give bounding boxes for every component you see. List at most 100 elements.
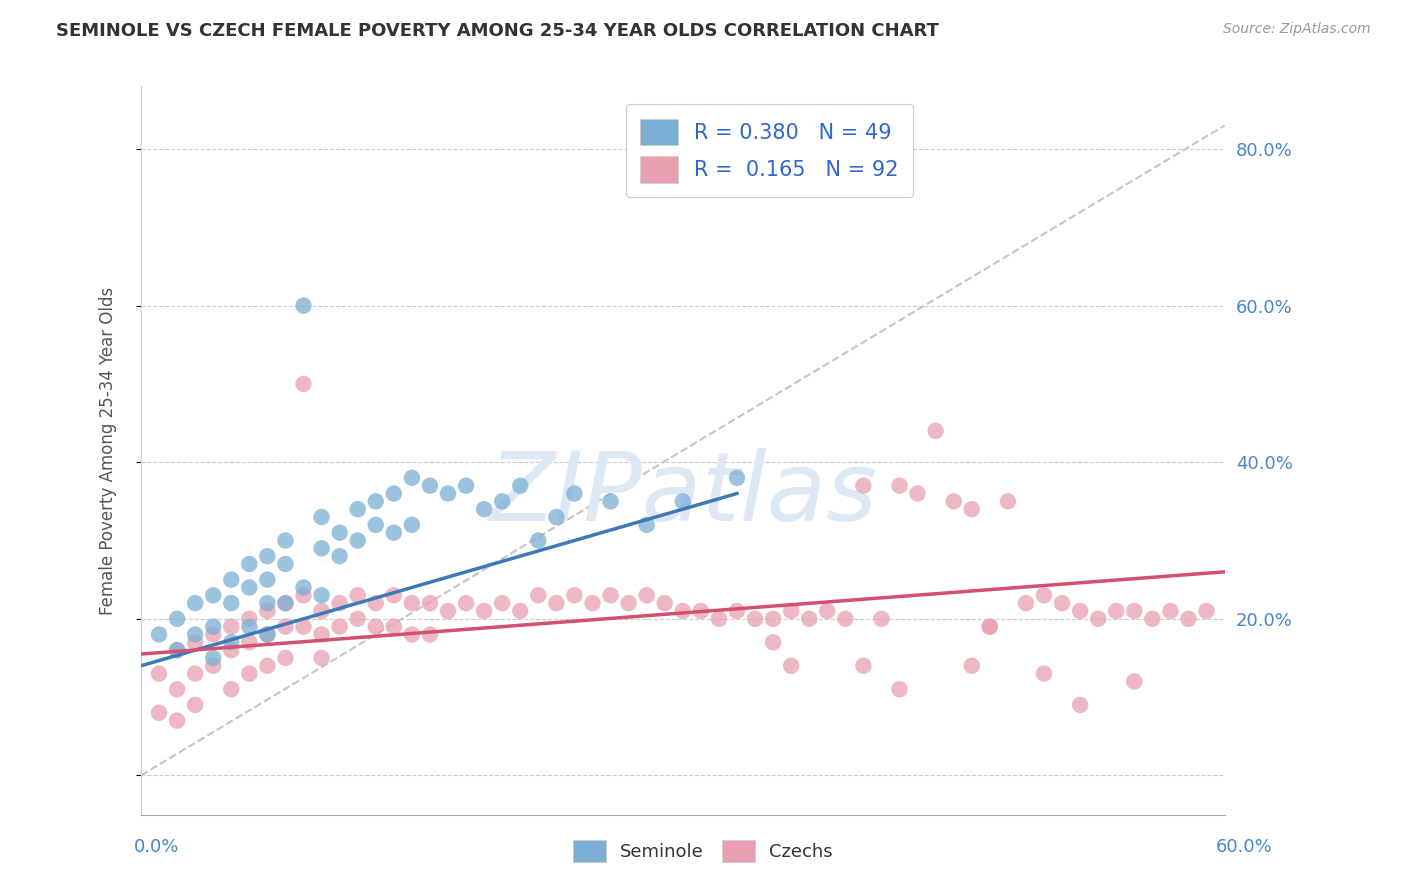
Point: [1123, 674, 1146, 689]
Point: [419, 479, 441, 493]
Point: [382, 620, 405, 634]
Text: 60.0%: 60.0%: [1216, 838, 1272, 856]
Point: [219, 682, 242, 697]
Point: [1159, 604, 1181, 618]
Point: [238, 635, 260, 649]
Point: [256, 573, 278, 587]
Point: [654, 596, 676, 610]
Point: [311, 651, 333, 665]
Point: [419, 627, 441, 641]
Point: [202, 651, 225, 665]
Point: [960, 502, 983, 516]
Point: [889, 682, 911, 697]
Point: [924, 424, 946, 438]
Point: [852, 658, 875, 673]
Point: [311, 541, 333, 556]
Point: [292, 588, 315, 602]
Point: [1069, 604, 1091, 618]
Point: [401, 596, 423, 610]
Point: [401, 517, 423, 532]
Point: [527, 588, 550, 602]
Point: [202, 658, 225, 673]
Point: [546, 596, 568, 610]
Point: [329, 525, 352, 540]
Point: [364, 517, 387, 532]
Point: [437, 486, 460, 500]
Point: [472, 604, 495, 618]
Point: [202, 588, 225, 602]
Point: [509, 604, 531, 618]
Point: [382, 486, 405, 500]
Point: [725, 471, 748, 485]
Point: [219, 620, 242, 634]
Text: 0.0%: 0.0%: [134, 838, 179, 856]
Point: [364, 596, 387, 610]
Point: [238, 612, 260, 626]
Point: [238, 557, 260, 571]
Point: [401, 471, 423, 485]
Point: [274, 596, 297, 610]
Point: [274, 620, 297, 634]
Point: [979, 620, 1001, 634]
Point: [599, 588, 621, 602]
Point: [997, 494, 1019, 508]
Point: [329, 549, 352, 564]
Point: [329, 620, 352, 634]
Point: [401, 627, 423, 641]
Point: [382, 525, 405, 540]
Point: [1015, 596, 1038, 610]
Point: [148, 706, 170, 720]
Point: [184, 698, 207, 712]
Point: [581, 596, 603, 610]
Point: [184, 627, 207, 641]
Point: [472, 502, 495, 516]
Point: [311, 588, 333, 602]
Point: [599, 494, 621, 508]
Point: [780, 604, 803, 618]
Point: [364, 494, 387, 508]
Point: [672, 604, 695, 618]
Point: [564, 486, 586, 500]
Point: [202, 620, 225, 634]
Point: [852, 479, 875, 493]
Point: [762, 635, 785, 649]
Point: [274, 533, 297, 548]
Point: [689, 604, 711, 618]
Point: [184, 596, 207, 610]
Point: [546, 510, 568, 524]
Point: [491, 494, 513, 508]
Legend: Seminole, Czechs: Seminole, Czechs: [567, 833, 839, 870]
Point: [166, 612, 188, 626]
Point: [1105, 604, 1128, 618]
Point: [184, 635, 207, 649]
Point: [256, 604, 278, 618]
Point: [707, 612, 730, 626]
Point: [799, 612, 821, 626]
Point: [346, 502, 368, 516]
Point: [636, 588, 658, 602]
Point: [907, 486, 929, 500]
Point: [1195, 604, 1218, 618]
Point: [672, 494, 695, 508]
Point: [979, 620, 1001, 634]
Y-axis label: Female Poverty Among 25-34 Year Olds: Female Poverty Among 25-34 Year Olds: [100, 286, 117, 615]
Point: [1050, 596, 1073, 610]
Point: [219, 643, 242, 657]
Point: [238, 620, 260, 634]
Point: [346, 588, 368, 602]
Point: [419, 596, 441, 610]
Point: [870, 612, 893, 626]
Point: [346, 533, 368, 548]
Point: [256, 627, 278, 641]
Point: [256, 627, 278, 641]
Point: [364, 620, 387, 634]
Point: [382, 588, 405, 602]
Point: [256, 549, 278, 564]
Point: [256, 658, 278, 673]
Point: [509, 479, 531, 493]
Point: [889, 479, 911, 493]
Point: [292, 581, 315, 595]
Point: [311, 627, 333, 641]
Point: [1033, 666, 1056, 681]
Point: [311, 510, 333, 524]
